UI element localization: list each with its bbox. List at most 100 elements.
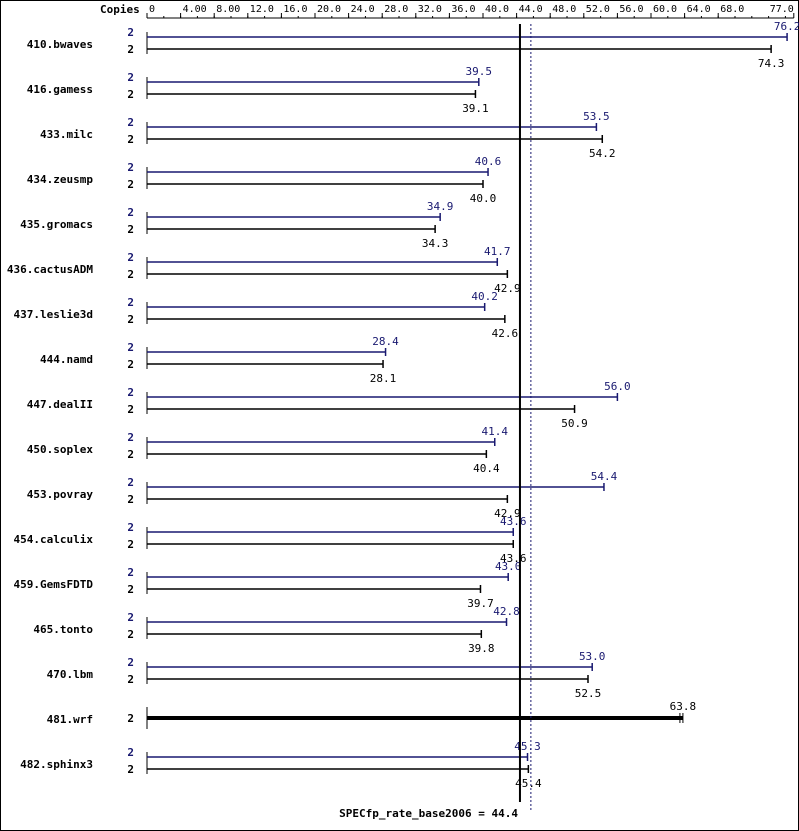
benchmark-row: 434.zeusmp 2 40.6 2 40.0: [27, 155, 502, 205]
tick-label: 60.0: [653, 4, 677, 15]
peak-copies: 2: [127, 611, 134, 624]
benchmark-row: 435.gromacs 2 34.9 2 34.3: [20, 200, 453, 250]
peak-value-label: 42.8: [493, 605, 520, 618]
base-copies: 2: [127, 313, 134, 326]
peak-copies: 2: [127, 746, 134, 759]
tick-label: 56.0: [619, 4, 643, 15]
peak-value-label: 43.6: [500, 515, 527, 528]
base-value-label: 34.3: [422, 237, 449, 250]
tick-label: 40.0: [485, 4, 509, 15]
base-copies: 2: [127, 493, 134, 506]
base-copies: 2: [127, 358, 134, 371]
peak-copies: 2: [127, 161, 134, 174]
benchmark-name: 433.milc: [40, 128, 93, 141]
benchmark-name: 410.bwaves: [27, 38, 93, 51]
peak-copies: 2: [127, 251, 134, 264]
base-bar: [147, 716, 683, 720]
tick-label: 0: [149, 4, 155, 15]
peak-value-label: 39.5: [466, 65, 493, 78]
base-copies: 2: [127, 673, 134, 686]
peak-copies: 2: [127, 71, 134, 84]
benchmark-row: 481.wrf 2 63.8: [47, 700, 696, 729]
peak-value-label: 45.3: [514, 740, 541, 753]
peak-copies: 2: [127, 116, 134, 129]
tick-label: 12.0: [250, 4, 274, 15]
peak-value-label: 41.7: [484, 245, 511, 258]
base-value-label: 52.5: [575, 687, 602, 700]
peak-copies: 2: [127, 476, 134, 489]
peak-value-label: 53.0: [579, 650, 606, 663]
benchmark-name: 450.soplex: [27, 443, 94, 456]
peak-value-label: 41.4: [482, 425, 509, 438]
base-copies: 2: [127, 448, 134, 461]
peak-value-label: 53.5: [583, 110, 610, 123]
benchmark-name: 416.gamess: [27, 83, 93, 96]
tick-label: 52.0: [586, 4, 610, 15]
tick-label: 28.0: [384, 4, 408, 15]
base-mean-label: SPECfp_rate_base2006 = 44.4: [339, 807, 518, 820]
benchmark-name: 482.sphinx3: [20, 758, 93, 771]
tick-label: 24.0: [351, 4, 375, 15]
peak-value-label: 28.4: [372, 335, 399, 348]
base-copies: 2: [127, 268, 134, 281]
base-value-label: 45.4: [515, 777, 542, 790]
tick-label: 8.00: [216, 4, 240, 15]
benchmark-row: 459.GemsFDTD 2 43.0 2 39.7: [14, 560, 522, 610]
base-value-label: 39.8: [468, 642, 495, 655]
x-axis: Copies 0 4.00 8.00 12.0 16.0 20.0 24.0 28.0 32.0…: [100, 3, 795, 19]
tick-label: 36.0: [451, 4, 475, 15]
peak-copies: 2: [127, 296, 134, 309]
peak-value-label: 54.4: [591, 470, 618, 483]
benchmark-name: 437.leslie3d: [14, 308, 93, 321]
tick-label: 77.0: [770, 4, 794, 15]
benchmark-name: 447.dealII: [27, 398, 93, 411]
peak-copies: 2: [127, 341, 134, 354]
benchmark-name: 453.povray: [27, 488, 94, 501]
benchmark-row: 470.lbm 2 53.0 2 52.5: [47, 650, 606, 700]
benchmark-row: 444.namd 2 28.4 2 28.1: [40, 335, 399, 385]
benchmark-name: 434.zeusmp: [27, 173, 94, 186]
benchmark-name: 444.namd: [40, 353, 93, 366]
tick-label: 20.0: [317, 4, 341, 15]
base-value-label: 42.9: [494, 507, 521, 520]
benchmark-name: 459.GemsFDTD: [14, 578, 94, 591]
peak-copies: 2: [127, 521, 134, 534]
axis-label-copies: Copies: [100, 3, 140, 16]
benchmark-name: 435.gromacs: [20, 218, 93, 231]
tick-label: 44.0: [519, 4, 543, 15]
peak-value-label: 43.0: [495, 560, 522, 573]
base-value-label: 39.1: [462, 102, 489, 115]
base-value-label: 74.3: [758, 57, 785, 70]
base-copies: 2: [127, 763, 134, 776]
base-copies: 2: [127, 178, 134, 191]
benchmark-rows: 410.bwaves 2 76.2 2 74.3 416.gamess 2 39.5 2 39.1…: [7, 20, 799, 790]
peak-value-label: 40.6: [475, 155, 502, 168]
base-copies: 2: [127, 583, 134, 596]
peak-copies: 2: [127, 26, 134, 39]
peak-copies: 2: [127, 656, 134, 669]
benchmark-name: 465.tonto: [33, 623, 93, 636]
peak-value-label: 34.9: [427, 200, 454, 213]
peak-value-label: 40.2: [471, 290, 498, 303]
base-copies: 2: [127, 712, 134, 725]
base-value-label: 39.7: [467, 597, 494, 610]
base-value-label: 40.4: [473, 462, 500, 475]
tick-label: 68.0: [720, 4, 744, 15]
peak-value-label: 56.0: [604, 380, 631, 393]
base-value-label: 42.9: [494, 282, 521, 295]
base-copies: 2: [127, 628, 134, 641]
peak-copies: 2: [127, 566, 134, 579]
base-copies: 2: [127, 88, 134, 101]
benchmark-row: 436.cactusADM 2 41.7 2 42.9: [7, 245, 521, 295]
benchmark-row: 410.bwaves 2 76.2 2 74.3: [27, 20, 799, 70]
peak-copies: 2: [127, 431, 134, 444]
benchmark-name: 470.lbm: [47, 668, 94, 681]
base-value-label: 40.0: [470, 192, 497, 205]
tick-label: 48.0: [552, 4, 576, 15]
tick-label: 16.0: [283, 4, 307, 15]
base-value-label: 54.2: [589, 147, 616, 160]
peak-copies: 2: [127, 386, 134, 399]
base-value-label: 50.9: [561, 417, 588, 430]
benchmark-row: 453.povray 2 54.4 2 42.9: [27, 470, 618, 520]
